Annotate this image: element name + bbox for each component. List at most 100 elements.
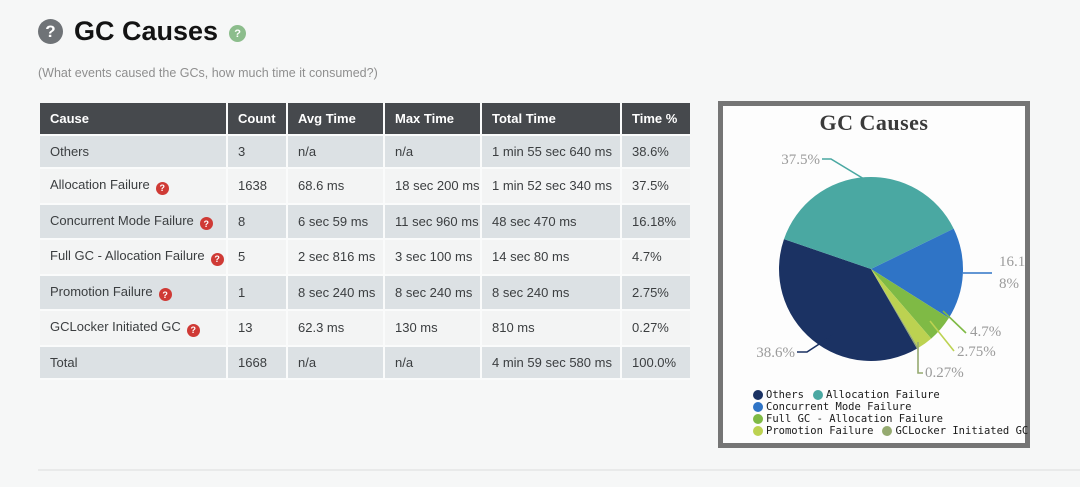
pct-cell: 2.75% [622,275,690,311]
column-header: Cause [40,103,228,136]
legend-dot-icon [753,402,763,412]
max-cell: 130 ms [385,311,482,347]
table-row: Promotion Failure? 1 8 sec 240 ms 8 sec 240… [40,275,690,311]
pct-cell: 4.7% [622,240,690,276]
avg-cell: 2 sec 816 ms [288,240,385,276]
pie-percent-label: 37.5% [781,152,820,168]
row-help-icon[interactable]: ? [158,288,172,301]
avg-cell: 62.3 ms [288,311,385,347]
pie-slice [779,239,917,361]
cause-cell: Promotion Failure? [40,275,228,311]
pct-cell: 37.5% [622,169,690,205]
column-header: Avg Time [288,103,385,136]
legend-label: Promotion Failure [766,425,874,437]
max-cell: n/a [385,346,482,380]
column-header: Time % [622,103,690,136]
pie-callout-line [929,320,955,352]
legend-item: Allocation Failure [812,389,940,401]
legend-dot-icon [753,426,763,436]
count-cell: 5 [228,240,288,276]
gc-causes-chart-panel: GC Causes 38.6% 37.5% 16.1 8% 4.7% 2.75% 0.27%… [718,101,1030,448]
legend-item: Concurrent Mode Failure [753,401,911,413]
max-cell: 8 sec 240 ms [385,275,482,311]
total-cell: 48 sec 470 ms [482,204,622,240]
table-row: Others 3 n/a n/a 1 min 55 sec 640 ms 38.6% [40,136,690,169]
avg-cell: 6 sec 59 ms [288,204,385,240]
row-help-icon[interactable]: ? [199,217,213,230]
cause-cell: Concurrent Mode Failure? [40,204,228,240]
legend-dot-icon [882,426,893,436]
row-help-icon[interactable]: ? [210,252,224,266]
pie-callout-line [917,342,923,374]
total-cell: 1 min 55 sec 640 ms [482,136,622,169]
total-cell: 810 ms [482,311,622,347]
count-cell: 13 [228,311,288,347]
legend-item: Others [753,389,804,401]
chart-title: GC Causes [819,110,929,135]
legend-label: Full GC - Allocation Failure [766,413,944,425]
total-cell: 4 min 59 sec 580 ms [482,346,622,380]
avg-cell: n/a [288,136,385,169]
count-cell: 1638 [228,169,288,205]
pie-percent-label: 0.27% [925,365,964,381]
legend-item: GCLocker Initiated GC [882,425,1028,437]
title-help-icon[interactable]: ? [229,25,247,42]
pie-percent-label: 2.75% [957,344,996,360]
pie-callout-line [797,334,834,353]
max-cell: 3 sec 100 ms [385,240,482,276]
legend-line: Others Allocation Failure [753,389,1025,401]
chart-legend: Others Allocation Failure Concurrent Mode … [723,384,1028,437]
column-header: Count [228,103,288,136]
legend-label: Others [766,389,804,401]
pie-slice [871,269,932,348]
legend-line: Concurrent Mode Failure [753,401,1025,413]
cause-cell: Others [40,136,228,169]
pct-cell: 38.6% [622,136,690,169]
max-cell: 11 sec 960 ms [385,204,482,240]
max-cell: 18 sec 200 ms [385,169,482,205]
count-cell: 3 [228,136,288,169]
pie-percent-label: 4.7% [970,324,1001,340]
pie-callout-line [822,158,870,183]
pie-slice [783,176,954,269]
pie-percent-label: 16.1 8% [999,254,1025,292]
avg-cell: 68.6 ms [288,169,385,205]
pie-slice [871,228,964,319]
row-help-icon[interactable]: ? [186,323,200,337]
max-cell: n/a [385,136,482,169]
total-cell: 1 min 52 sec 340 ms [482,169,622,205]
pie-slice [871,269,949,339]
count-cell: 1 [228,275,288,311]
pct-cell: 0.27% [622,311,690,347]
legend-line: Full GC - Allocation Failure [753,413,1025,425]
legend-line: Promotion Failure GCLocker Initiated GC [753,425,1028,437]
pie-percent-label: 38.6% [756,345,795,361]
row-help-icon[interactable]: ? [155,181,169,195]
table-row: Full GC - Allocation Failure? 5 2 sec 816 … [40,240,690,276]
legend-dot-icon [753,414,763,424]
legend-dot-icon [812,390,823,400]
count-cell: 1668 [228,346,288,380]
legend-label: GCLocker Initiated GC [895,425,1029,437]
column-header: Total Time [482,103,622,136]
help-icon[interactable]: ? [38,19,63,44]
legend-label: Allocation Failure [825,389,940,401]
cause-cell: Full GC - Allocation Failure? [40,240,228,276]
legend-item: Promotion Failure [753,425,873,437]
count-cell: 8 [228,204,288,240]
avg-cell: 8 sec 240 ms [288,275,385,311]
page-header: ? GC Causes ? [38,16,247,47]
pct-cell: 100.0% [622,346,690,380]
total-cell: 14 sec 80 ms [482,240,622,276]
legend-item: Full GC - Allocation Failure [753,413,943,425]
legend-dot-icon [753,390,763,400]
column-header: Max Time [385,103,482,136]
table-row: Total 1668 n/a n/a 4 min 59 sec 580 ms 100.0% [40,346,690,380]
page-title: GC Causes [74,16,219,46]
pct-cell: 16.18% [622,204,690,240]
legend-label: Concurrent Mode Failure [766,401,912,413]
gc-causes-table: Cause Count Avg Time Max Time Total Time Time… [40,103,690,380]
gc-causes-pie-chart: 38.6% 37.5% 16.1 8% 4.7% 2.75% 0.27% [756,152,1025,381]
cause-cell: Allocation Failure? [40,169,228,205]
section-divider [38,469,1080,471]
